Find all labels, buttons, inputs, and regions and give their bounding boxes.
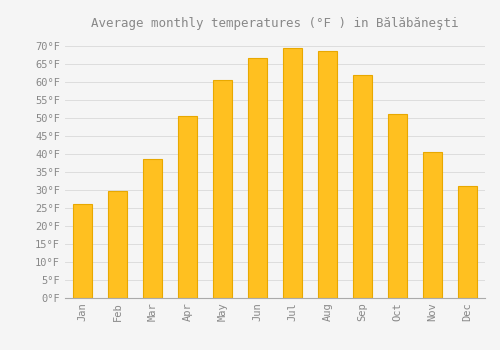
Bar: [248, 58, 267, 298]
Bar: [388, 114, 407, 298]
Title: Average monthly temperatures (°F ) in Bălăbăneşti: Average monthly temperatures (°F ) in Bă…: [91, 17, 459, 30]
Bar: [353, 75, 372, 298]
Bar: [178, 116, 197, 298]
Bar: [213, 80, 232, 298]
Bar: [423, 152, 442, 298]
Bar: [283, 48, 302, 298]
Bar: [143, 159, 162, 298]
Bar: [108, 191, 127, 298]
Bar: [73, 204, 92, 298]
Bar: [318, 51, 337, 298]
Bar: [458, 186, 477, 298]
